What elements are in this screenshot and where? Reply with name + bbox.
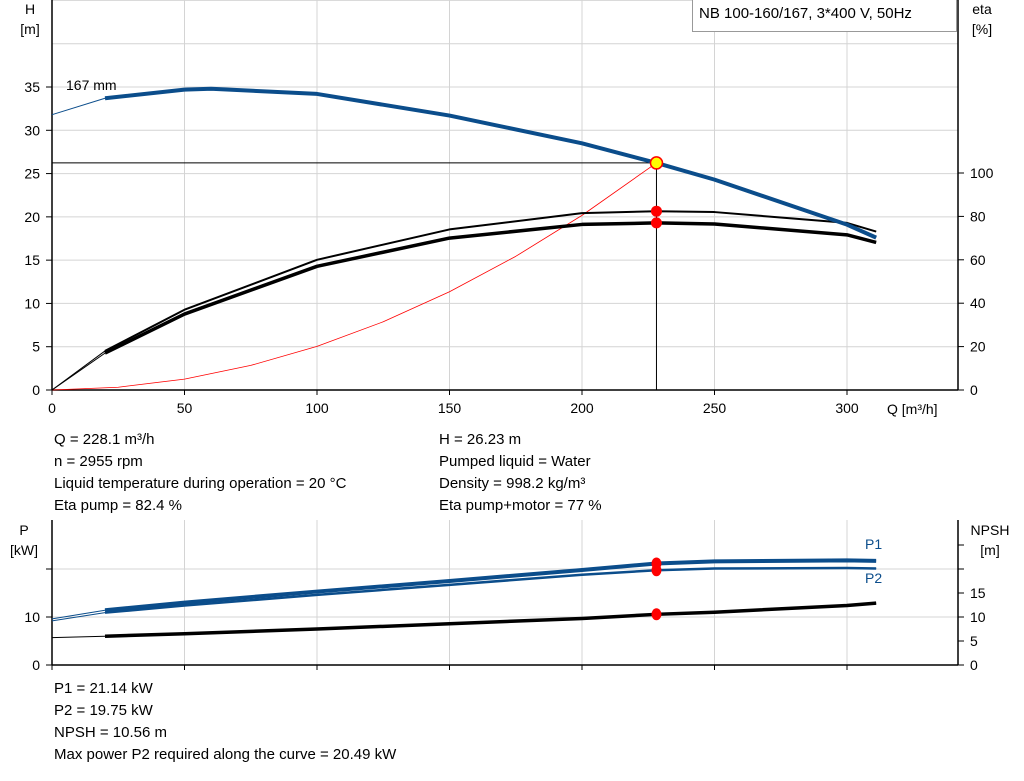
y-right-tick-label: 20 [970,339,986,355]
p2-label: P2 [865,570,882,586]
info-p1: P1 = 21.14 kW [54,680,153,697]
info-liquid: Pumped liquid = Water [439,453,591,470]
y-tick-label: 10 [24,609,40,625]
x-tick-label: 50 [177,400,193,416]
info-q: Q = 228.1 m³/h [54,431,155,448]
y-right-tick-label: 0 [970,382,978,398]
y-tick-label: 15 [24,252,40,268]
p1-label: P1 [865,536,882,552]
y-axis-label: P [19,522,28,538]
y-right-axis-label: NPSH [971,522,1010,538]
y-right-tick-label: 40 [970,295,986,311]
eta-pump-curve [104,210,877,352]
p1-curve [104,558,877,613]
y-right-tick-label: 100 [970,165,994,181]
system-curve-thin [51,162,657,391]
x-tick-label: 250 [703,400,727,416]
y-right-axis-unit: [m] [980,542,999,558]
duty-point [649,156,664,170]
x-tick-label: 300 [835,400,859,416]
y-right-tick-label: 0 [970,657,978,673]
y-axis-unit: [kW] [10,542,38,558]
x-tick-label: 100 [305,400,329,416]
y-right-tick-label: 60 [970,252,986,268]
y-tick-label: 30 [24,122,40,138]
info-top-left: Q = 228.1 m³/h n = 2955 rpm Liquid tempe… [54,429,346,517]
y-right-tick-label: 15 [970,585,986,601]
impeller-annotation: 167 mm [66,77,117,93]
info-h: H = 26.23 m [439,431,522,448]
p2-curve [104,566,877,614]
npsh-point [651,608,662,621]
eta-total-curve-thin [51,222,877,391]
x-tick-label: 200 [570,400,594,416]
chart-title: NB 100-160/167, 3*400 V, 50Hz [692,0,957,32]
info-eta-total: Eta pump+motor = 77 % [439,497,602,514]
y-right-axis-unit: [%] [972,21,992,37]
y-right-axis-label: eta [972,1,992,17]
x-tick-label: 0 [48,400,56,416]
info-n: n = 2955 rpm [54,453,143,470]
eta-pump-point [650,205,662,217]
npsh-curve [104,601,877,638]
info-density: Density = 998.2 kg/m³ [439,475,586,492]
y-tick-label: 0 [32,382,40,398]
info-bottom: P1 = 21.14 kW P2 = 19.75 kW NPSH = 10.56… [54,678,396,766]
head-curve [104,86,877,240]
y-tick-label: 10 [24,295,40,311]
y-tick-label: 35 [24,79,40,95]
info-max-p2: Max power P2 required along the curve = … [54,746,397,763]
eta-total-curve [104,221,877,355]
info-temp: Liquid temperature during operation = 20… [54,475,347,492]
info-top-right: H = 26.23 m Pumped liquid = Water Densit… [439,429,602,517]
info-npsh: NPSH = 10.56 m [54,724,167,741]
y-axis-unit: [m] [20,21,39,37]
y-axis-label: H [25,1,35,17]
y-tick-label: 0 [32,657,40,673]
info-eta-pump: Eta pump = 82.4 % [54,497,182,514]
y-tick-label: 25 [24,166,40,182]
y-tick-label: 5 [32,339,40,355]
p2-point [651,564,662,577]
info-p2: P2 = 19.75 kW [54,702,153,719]
x-axis-label: Q [m³/h] [887,401,938,417]
y-tick-label: 20 [24,209,40,225]
y-right-tick-label: 10 [970,609,986,625]
eta-total-point [650,217,662,229]
y-right-tick-label: 80 [970,208,986,224]
y-right-tick-label: 5 [970,633,978,649]
p2-curve-thin [51,567,877,622]
x-tick-label: 150 [438,400,462,416]
